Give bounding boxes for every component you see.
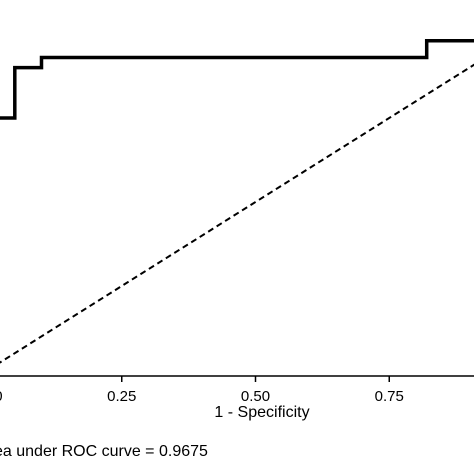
x-ticks: 0.00 0.25 0.50 0.75 [0,376,404,405]
reference-diagonal-line [0,63,474,364]
x-tick-label: 0.00 [0,388,3,405]
roc-curve-line [0,38,474,120]
auc-caption: Area under ROC curve = 0.9675 [0,443,208,460]
x-tick-label: 0.25 [107,388,136,405]
x-axis-title: 1 - Specificity [214,404,309,421]
x-tick-label: 0.75 [375,388,404,405]
x-tick-label: 0.50 [241,388,270,405]
plot-area [0,38,474,364]
